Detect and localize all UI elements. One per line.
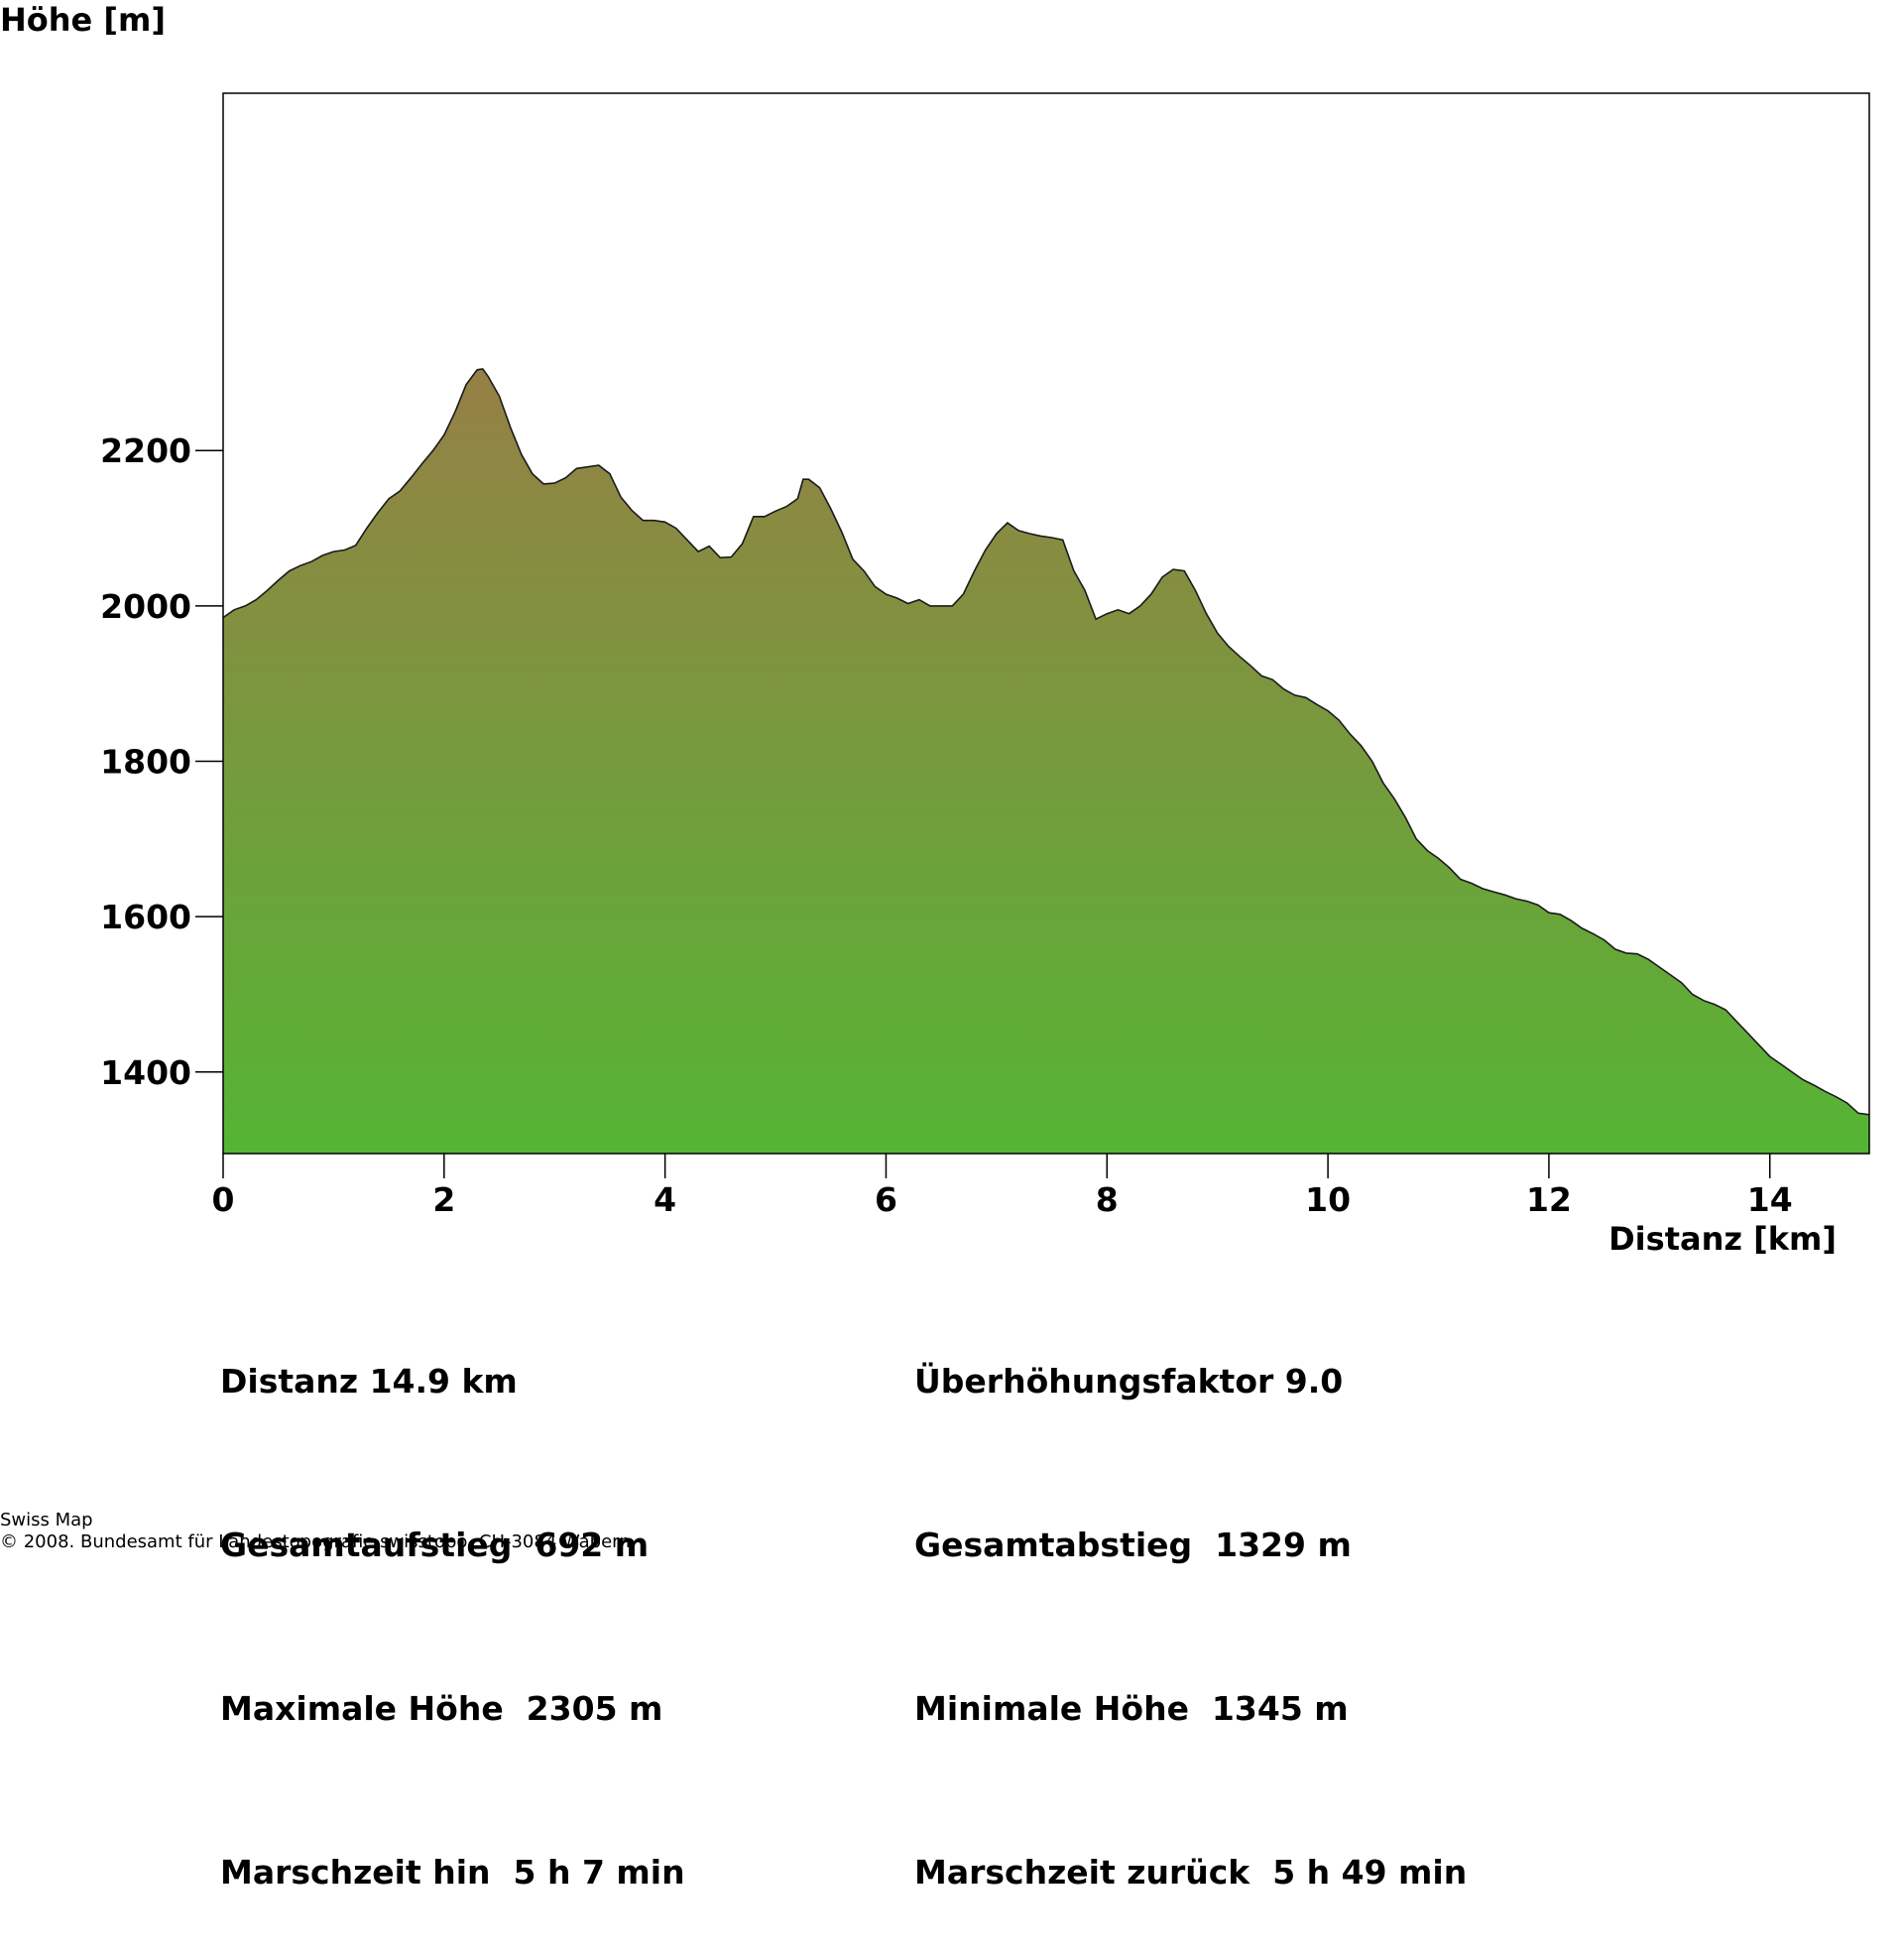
x-axis-title: Distanz [km]: [1608, 1220, 1837, 1258]
stat-exaggeration-factor: Überhöhungsfaktor 9.0: [914, 1362, 1344, 1401]
elevation-profile-chart: 1400 1600 1800 2000 2200 0 2 4 6 8 10 12 14 Höhe [m]…: [0, 1, 1870, 1258]
tick-layer: 1400 1600 1800 2000 2200 0 2 4 6 8 10 12 14: [100, 431, 1793, 1219]
footer-product: Swiss Map: [0, 1510, 93, 1530]
plot-frame: [222, 92, 1870, 1155]
y-tick-label-2000: 2000: [100, 587, 191, 626]
y-axis-title: Höhe [m]: [0, 1, 166, 39]
stats-left: Distanz 14.9 km Gesamtaufstieg 692 m Max…: [220, 1245, 685, 1954]
x-tick-label-14: 14: [1747, 1180, 1793, 1219]
stat-time-return: Marschzeit zurück 5 h 49 min: [914, 1853, 1468, 1892]
stats-right: Überhöhungsfaktor 9.0 Gesamtabstieg 1329…: [914, 1245, 1467, 1954]
x-tick-label-0: 0: [212, 1180, 235, 1219]
copyright-footer: Swiss Map © 2008. Bundesamt für Landesto…: [0, 1510, 631, 1553]
x-tick-label-8: 8: [1096, 1180, 1119, 1219]
y-tick-label-2200: 2200: [100, 431, 191, 470]
elevation-line: [222, 368, 1870, 1116]
stat-time-outbound: Marschzeit hin 5 h 7 min: [220, 1853, 685, 1892]
y-tick-label-1600: 1600: [100, 898, 191, 936]
stat-distance: Distanz 14.9 km: [220, 1362, 518, 1401]
y-tick-label-1800: 1800: [100, 743, 191, 782]
footer-copyright: © 2008. Bundesamt für Landestopografie s…: [0, 1531, 631, 1552]
elevation-area: [223, 369, 1869, 1154]
x-tick-label-10: 10: [1305, 1180, 1351, 1219]
stat-total-descent: Gesamtabstieg 1329 m: [914, 1526, 1352, 1564]
y-tick-label-1400: 1400: [100, 1053, 191, 1092]
stat-min-elevation: Minimale Höhe 1345 m: [914, 1689, 1349, 1728]
frame-layer: [222, 92, 1870, 1155]
area-layer: [222, 368, 1870, 1154]
x-tick-label-12: 12: [1526, 1180, 1572, 1219]
stat-max-elevation: Maximale Höhe 2305 m: [220, 1689, 663, 1728]
x-tick-label-6: 6: [875, 1180, 897, 1219]
stat-total-ascent: Gesamtaufstieg 692 m: [220, 1526, 650, 1564]
x-tick-label-2: 2: [432, 1180, 455, 1219]
x-tick-label-4: 4: [654, 1180, 676, 1219]
